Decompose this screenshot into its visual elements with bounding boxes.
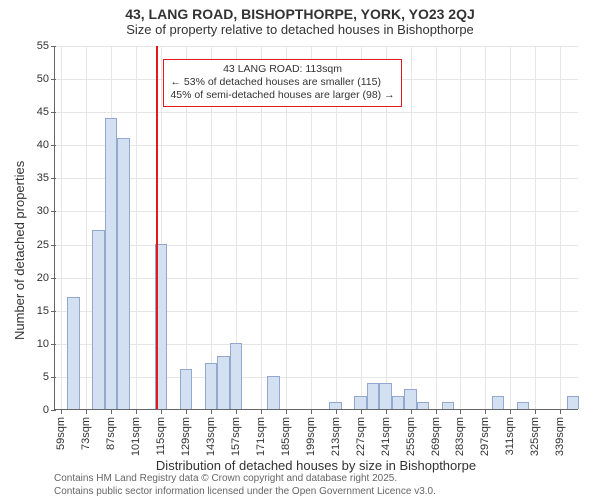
x-tick-label: 269sqm bbox=[430, 417, 442, 456]
annotation-line: ← 53% of detached houses are smaller (11… bbox=[170, 76, 394, 89]
x-tick-label: 213sqm bbox=[330, 417, 342, 456]
x-tick-label: 255sqm bbox=[405, 417, 417, 456]
y-tick-label: 35 bbox=[37, 172, 55, 184]
y-tick-label: 10 bbox=[37, 338, 55, 350]
y-tick-label: 45 bbox=[37, 106, 55, 118]
x-tick-label: 129sqm bbox=[180, 417, 192, 456]
histogram-bar bbox=[492, 396, 504, 409]
annotation-line: 45% of semi-detached houses are larger (… bbox=[170, 89, 394, 102]
histogram-bar bbox=[117, 138, 129, 409]
y-tick-label: 25 bbox=[37, 239, 55, 251]
x-tick-label: 73sqm bbox=[80, 417, 92, 450]
y-tick-label: 40 bbox=[37, 139, 55, 151]
x-tick-label: 157sqm bbox=[230, 417, 242, 456]
histogram-bar bbox=[367, 383, 379, 409]
footer-line-1: Contains HM Land Registry data © Crown c… bbox=[54, 473, 436, 486]
histogram-bar bbox=[230, 343, 242, 409]
y-tick-label: 5 bbox=[43, 371, 55, 383]
x-tick-label: 143sqm bbox=[205, 417, 217, 456]
x-tick-label: 185sqm bbox=[280, 417, 292, 456]
y-axis-label: Number of detached properties bbox=[12, 161, 27, 340]
histogram-bar bbox=[567, 396, 579, 409]
x-tick-label: 311sqm bbox=[504, 417, 516, 455]
histogram-bar bbox=[217, 356, 229, 409]
x-tick-label: 115sqm bbox=[155, 417, 167, 455]
histogram-bar bbox=[329, 402, 341, 409]
y-tick-label: 55 bbox=[37, 40, 55, 52]
x-tick-label: 101sqm bbox=[130, 417, 142, 456]
histogram-bar bbox=[354, 396, 366, 409]
footer-line-2: Contains public sector information licen… bbox=[54, 486, 436, 499]
x-tick-label: 241sqm bbox=[380, 417, 392, 456]
x-tick-label: 59sqm bbox=[55, 417, 67, 450]
histogram-bar bbox=[404, 389, 416, 409]
title-main: 43, LANG ROAD, BISHOPTHORPE, YORK, YO23 … bbox=[0, 6, 600, 22]
x-tick-label: 87sqm bbox=[105, 417, 117, 450]
histogram-bar bbox=[205, 363, 217, 409]
histogram-bar bbox=[67, 297, 79, 410]
x-tick-label: 325sqm bbox=[529, 417, 541, 456]
histogram-bar bbox=[267, 376, 279, 409]
histogram-bar bbox=[379, 383, 391, 409]
histogram-bar bbox=[92, 230, 104, 409]
x-tick-label: 283sqm bbox=[454, 417, 466, 456]
chart-titles: 43, LANG ROAD, BISHOPTHORPE, YORK, YO23 … bbox=[0, 6, 600, 37]
x-tick-label: 297sqm bbox=[479, 417, 491, 456]
y-tick-label: 50 bbox=[37, 73, 55, 85]
footer-attribution: Contains HM Land Registry data © Crown c… bbox=[54, 473, 436, 498]
histogram-bar bbox=[105, 118, 117, 409]
y-tick-label: 15 bbox=[37, 305, 55, 317]
annotation-line: 43 LANG ROAD: 113sqm bbox=[170, 63, 394, 76]
histogram-bar bbox=[180, 369, 192, 409]
y-tick-label: 20 bbox=[37, 272, 55, 284]
x-axis-label: Distribution of detached houses by size … bbox=[54, 458, 578, 473]
y-tick-label: 30 bbox=[37, 205, 55, 217]
histogram-bar bbox=[392, 396, 404, 409]
annotation-box: 43 LANG ROAD: 113sqm← 53% of detached ho… bbox=[163, 59, 401, 106]
x-tick-label: 199sqm bbox=[305, 417, 317, 456]
chart-plot-area: 051015202530354045505559sqm73sqm87sqm101… bbox=[54, 46, 578, 410]
histogram-bar bbox=[517, 402, 529, 409]
histogram-bar bbox=[417, 402, 429, 409]
x-tick-label: 339sqm bbox=[554, 417, 566, 456]
title-sub: Size of property relative to detached ho… bbox=[0, 22, 600, 37]
marker-line bbox=[156, 46, 158, 409]
x-tick-label: 171sqm bbox=[255, 417, 267, 456]
x-tick-label: 227sqm bbox=[355, 417, 367, 456]
y-tick-label: 0 bbox=[43, 404, 55, 416]
histogram-bar bbox=[442, 402, 454, 409]
